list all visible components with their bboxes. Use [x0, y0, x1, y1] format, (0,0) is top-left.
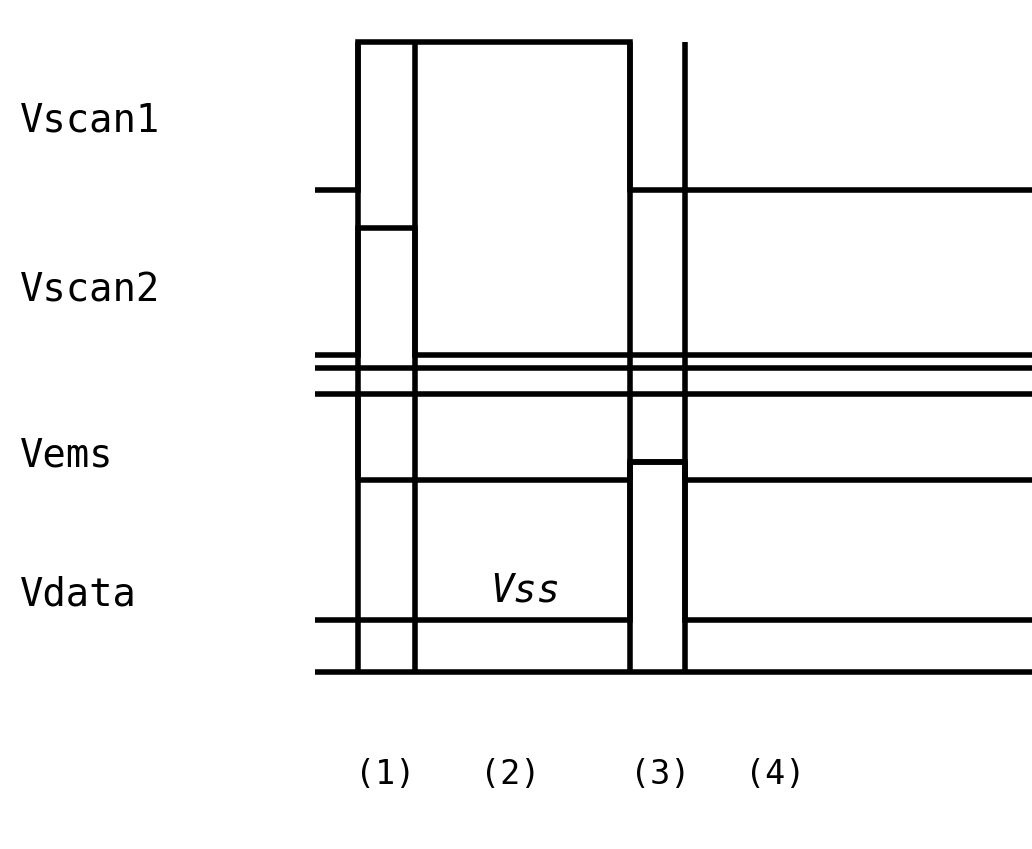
Text: Vss: Vss	[490, 571, 560, 609]
Text: Vdata: Vdata	[20, 576, 137, 614]
Text: Vscan2: Vscan2	[20, 271, 160, 309]
Text: (4): (4)	[745, 758, 805, 791]
Text: (2): (2)	[480, 758, 540, 791]
Text: Vems: Vems	[20, 436, 114, 474]
Text: Vscan1: Vscan1	[20, 101, 160, 139]
Text: (1): (1)	[355, 758, 415, 791]
Text: (3): (3)	[630, 758, 690, 791]
